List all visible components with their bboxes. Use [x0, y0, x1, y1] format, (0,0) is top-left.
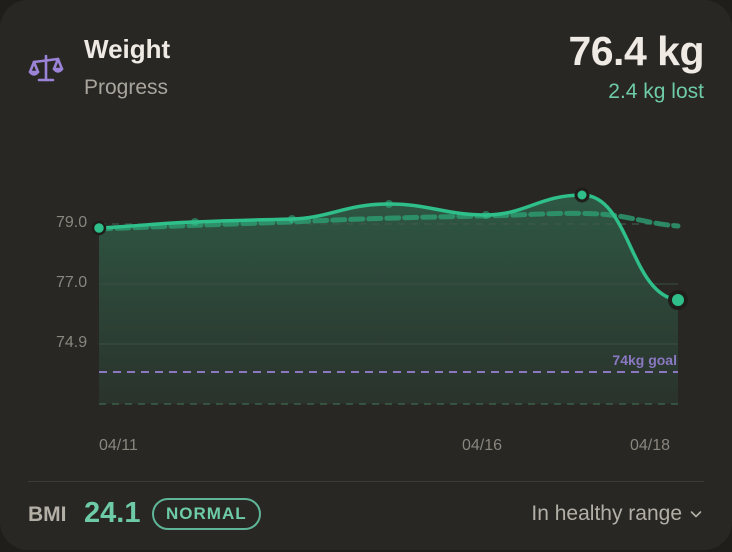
- weight-delta: 2.4 kg lost: [608, 80, 704, 103]
- range-dropdown[interactable]: In healthy range: [531, 502, 702, 526]
- card-title: Weight: [84, 34, 171, 64]
- data-point: [482, 211, 490, 219]
- data-point-latest: [668, 290, 688, 310]
- y-tick: 74.9: [56, 334, 88, 351]
- bmi-value: 24.1: [84, 497, 141, 529]
- weight-chart: 74kg goal: [91, 187, 688, 405]
- weight-line: [97, 193, 680, 302]
- bmi-label: BMI: [28, 503, 67, 526]
- area-fill: [99, 195, 678, 404]
- x-tick: 04/16: [462, 437, 503, 454]
- bmi-status-badge: NORMAL: [152, 498, 261, 530]
- chevron-down-icon: [690, 511, 702, 518]
- data-point: [385, 200, 393, 208]
- y-tick: 79.0: [56, 214, 88, 231]
- x-tick: 04/18: [630, 437, 671, 454]
- data-point: [288, 215, 296, 223]
- divider: [28, 481, 704, 482]
- y-tick: 77.0: [56, 274, 88, 291]
- goal-label: 74kg goal: [612, 352, 677, 368]
- x-tick: 04/11: [99, 437, 138, 454]
- data-point: [191, 218, 199, 226]
- trend-line: [96, 210, 681, 232]
- card-subtitle: Progress: [84, 76, 169, 99]
- data-point-start: [91, 220, 107, 236]
- range-dropdown-label: In healthy range: [531, 502, 682, 525]
- current-weight: 76.4 kg: [568, 28, 704, 74]
- scale-icon: [28, 52, 64, 84]
- data-point-peak: [574, 187, 590, 203]
